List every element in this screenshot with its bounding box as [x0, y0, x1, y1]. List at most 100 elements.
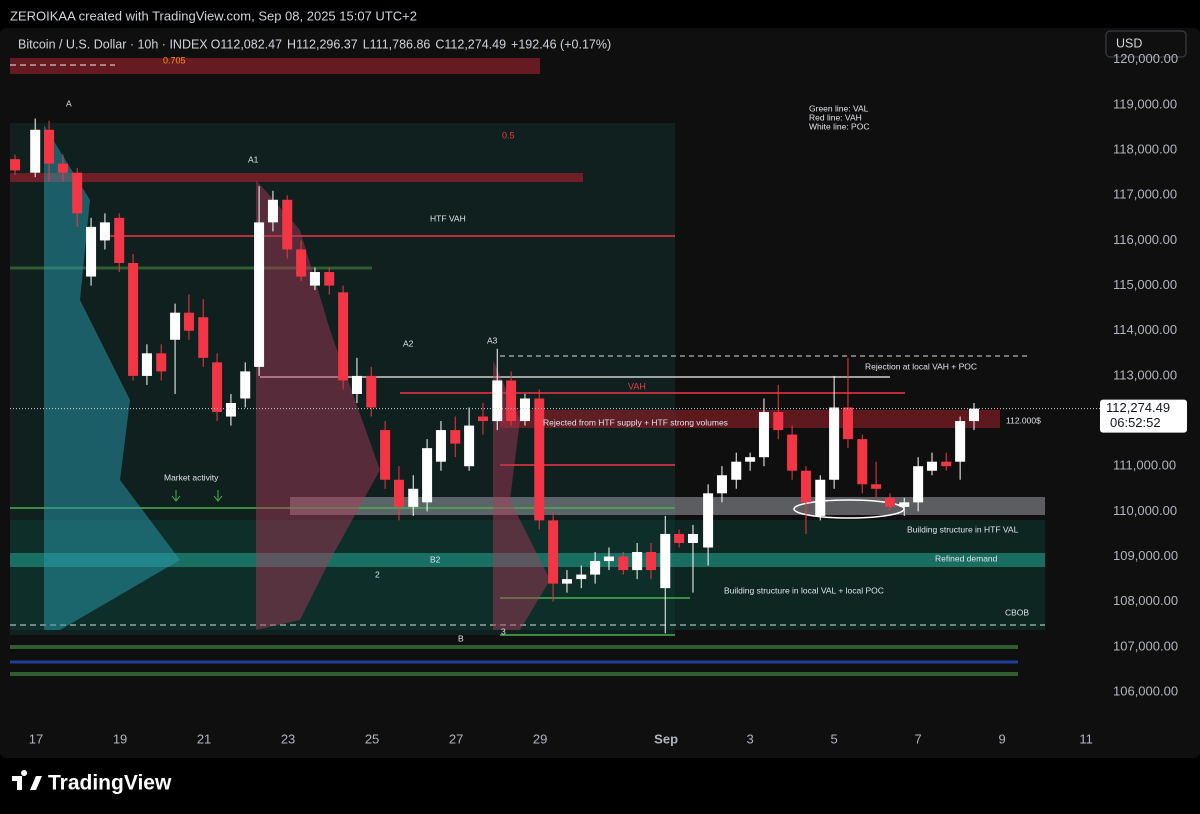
candle-body: [128, 263, 139, 376]
candle-body: [674, 533, 685, 543]
candle-body: [141, 353, 152, 376]
refined-demand-band: [10, 553, 1045, 567]
annotation: 2: [375, 569, 380, 579]
y-tick-label: 109,000.00: [1113, 548, 1178, 563]
x-tick-label: 7: [915, 731, 922, 746]
symbol: Bitcoin / U.S. Dollar · 10h · INDEX: [18, 37, 208, 51]
candle-body: [815, 479, 826, 516]
ohlc-value: 112,082.47: [220, 37, 282, 51]
candle-body: [296, 249, 307, 277]
candle-body: [10, 159, 21, 171]
candle-body: [716, 475, 727, 494]
annotation: CBOB: [1005, 607, 1029, 617]
price-tag: [1100, 399, 1187, 433]
y-tick-label: 118,000.00: [1113, 142, 1177, 157]
candle-body: [324, 272, 335, 286]
y-tick-label: 116,000.00: [1113, 232, 1177, 247]
header: ZEROIKAA created with TradingView.com, S…: [10, 8, 417, 23]
ohlc-key: H: [287, 37, 296, 51]
annotation: A: [66, 98, 72, 108]
candle-body: [254, 222, 265, 367]
volume-profile: [44, 125, 180, 630]
brand: TradingView: [12, 770, 172, 795]
candle-body: [687, 533, 698, 543]
candle-body: [477, 416, 488, 422]
candle-body: [212, 362, 223, 413]
candle-body: [351, 375, 362, 394]
candle-body: [899, 502, 910, 507]
ohlc-value: 112,274.49: [444, 37, 506, 51]
candle-body: [422, 448, 433, 503]
legend: Bitcoin / U.S. Dollar · 10h · INDEX: [18, 37, 208, 51]
zone: [10, 173, 583, 182]
annotation: Rejected from HTF supply + HTF strong vo…: [543, 417, 728, 427]
candle-body: [267, 199, 278, 223]
candle-body: [884, 497, 895, 507]
y-tick-label: 114,000.00: [1113, 322, 1177, 337]
candle-body: [913, 466, 924, 503]
candle-body: [745, 457, 756, 462]
candle-body: [603, 556, 614, 562]
candle-body: [464, 425, 475, 467]
candle-body: [435, 430, 446, 462]
x-tick-label: 11: [1079, 731, 1093, 746]
logo: [12, 770, 42, 790]
annotation: 3: [501, 626, 506, 636]
x-tick-label: 25: [365, 731, 379, 746]
y-tick-label: 110,000.00: [1113, 503, 1177, 518]
annotation: Rejection at local VAH + POC: [865, 361, 977, 371]
y-tick-label: 115,000.00: [1113, 277, 1177, 292]
zone: [10, 520, 1045, 630]
candle-body: [857, 439, 868, 485]
y-tick-label: 119,000.00: [1113, 96, 1177, 111]
currency[interactable]: USD: [1116, 36, 1142, 50]
annotation: B: [458, 633, 464, 643]
candle-body: [492, 380, 503, 422]
candle-body: [968, 408, 979, 422]
annotation: Refined demand: [935, 553, 998, 563]
x-tick-label: 5: [830, 731, 837, 746]
marks: [10, 118, 979, 634]
brand-name: TradingView: [48, 772, 172, 795]
currency-button[interactable]: [1105, 30, 1187, 58]
candle-body: [534, 398, 545, 521]
x-tick-label: 9: [999, 731, 1006, 746]
annotation: Market activity: [164, 472, 219, 482]
candle-body: [618, 556, 629, 571]
arrow: [171, 490, 223, 502]
candle-body: [240, 371, 251, 399]
annotation: 0.705: [163, 55, 186, 65]
annotation: A2: [403, 338, 414, 348]
y-tick-label: 111,000.00: [1113, 458, 1176, 473]
annotation: 112.000$: [1006, 415, 1041, 425]
ohlc-value: 111,786.86: [370, 37, 431, 51]
annotation: White line: POC: [809, 121, 869, 131]
candle-body: [842, 407, 853, 440]
candle-body: [576, 574, 587, 580]
candle-body: [72, 172, 83, 214]
y-tick-label: 113,000.00: [1113, 367, 1177, 382]
candle-body: [44, 129, 55, 164]
price-tag-label: 112,274.49: [1106, 400, 1170, 415]
candle-body: [703, 493, 714, 548]
candle-body: [955, 421, 966, 462]
candle-body: [282, 199, 293, 250]
candle-body: [506, 380, 517, 422]
x-tick-label: 3: [746, 731, 753, 746]
candle-body: [114, 217, 125, 264]
annotation: HTF VAH: [430, 213, 466, 223]
candle-body: [941, 461, 952, 467]
annotations: 0.705 A A1 0.5 HTF VAH Green line: VAL R…: [66, 55, 1041, 643]
candle-body: [99, 222, 110, 241]
countdown: 06:52:52: [1110, 415, 1161, 430]
candle-body: [450, 430, 461, 444]
volume-profile: [256, 180, 380, 630]
ohlc-key: L: [363, 37, 370, 51]
candle-body: [338, 292, 349, 381]
candle-body: [773, 412, 784, 431]
y-tick-label: 120,000.00: [1113, 51, 1178, 66]
candle-body: [408, 488, 419, 507]
candle-body: [561, 579, 572, 584]
